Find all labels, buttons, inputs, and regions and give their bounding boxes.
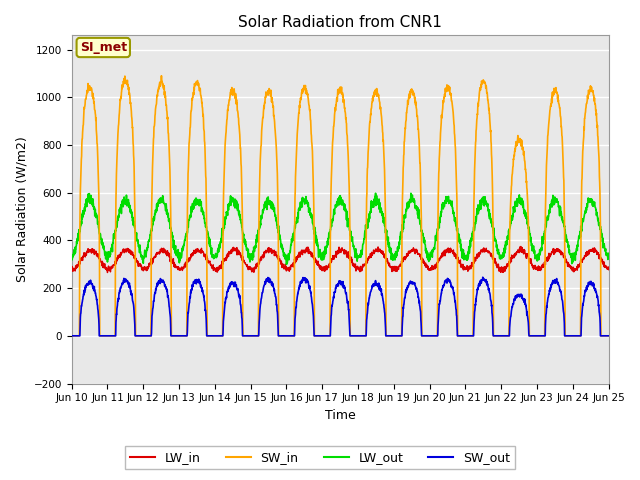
SW_out	[218, 333, 225, 339]
SW_in	[572, 333, 580, 339]
SW_out	[367, 288, 375, 293]
LW_out	[372, 191, 380, 196]
Line: SW_in: SW_in	[72, 76, 609, 336]
SW_in	[68, 333, 76, 339]
SW_in	[605, 333, 612, 339]
Line: LW_out: LW_out	[72, 193, 609, 264]
LW_in	[497, 265, 504, 271]
LW_out	[218, 239, 225, 245]
SW_in	[157, 73, 165, 79]
LW_in	[68, 267, 76, 273]
LW_out	[283, 262, 291, 267]
Legend: LW_in, SW_in, LW_out, SW_out: LW_in, SW_in, LW_out, SW_out	[125, 446, 515, 469]
SW_out	[479, 275, 486, 280]
LW_out	[573, 246, 580, 252]
SW_out	[557, 292, 565, 298]
SW_in	[356, 333, 364, 339]
LW_in	[517, 243, 525, 249]
Line: LW_in: LW_in	[72, 246, 609, 273]
LW_out	[605, 254, 612, 260]
LW_in	[218, 262, 225, 268]
X-axis label: Time: Time	[324, 409, 355, 422]
LW_out	[497, 256, 504, 262]
SW_out	[356, 333, 364, 339]
Text: SI_met: SI_met	[80, 41, 127, 54]
LW_in	[605, 267, 612, 273]
SW_in	[367, 106, 375, 111]
SW_out	[605, 333, 612, 339]
Y-axis label: Solar Radiation (W/m2): Solar Radiation (W/m2)	[15, 136, 28, 282]
SW_out	[68, 333, 76, 339]
SW_out	[497, 333, 504, 339]
SW_in	[218, 333, 225, 339]
Title: Solar Radiation from CNR1: Solar Radiation from CNR1	[238, 15, 442, 30]
SW_out	[572, 333, 580, 339]
LW_out	[558, 215, 566, 221]
LW_out	[367, 198, 375, 204]
LW_in	[104, 270, 111, 276]
LW_in	[573, 266, 580, 272]
Line: SW_out: SW_out	[72, 277, 609, 336]
SW_in	[557, 123, 565, 129]
LW_out	[356, 254, 364, 260]
SW_in	[497, 333, 504, 339]
LW_in	[558, 250, 566, 256]
LW_in	[367, 254, 375, 260]
LW_in	[356, 265, 364, 271]
LW_out	[68, 254, 76, 260]
